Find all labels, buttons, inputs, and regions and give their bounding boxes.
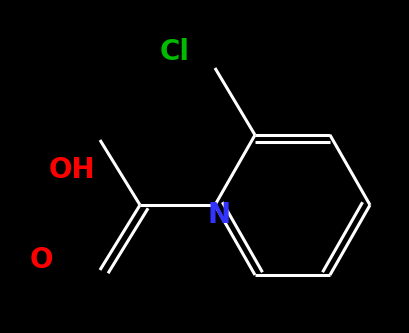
Text: N: N — [207, 201, 230, 229]
Text: Cl: Cl — [159, 38, 189, 66]
Text: OH: OH — [48, 156, 95, 184]
Text: O: O — [29, 246, 53, 274]
